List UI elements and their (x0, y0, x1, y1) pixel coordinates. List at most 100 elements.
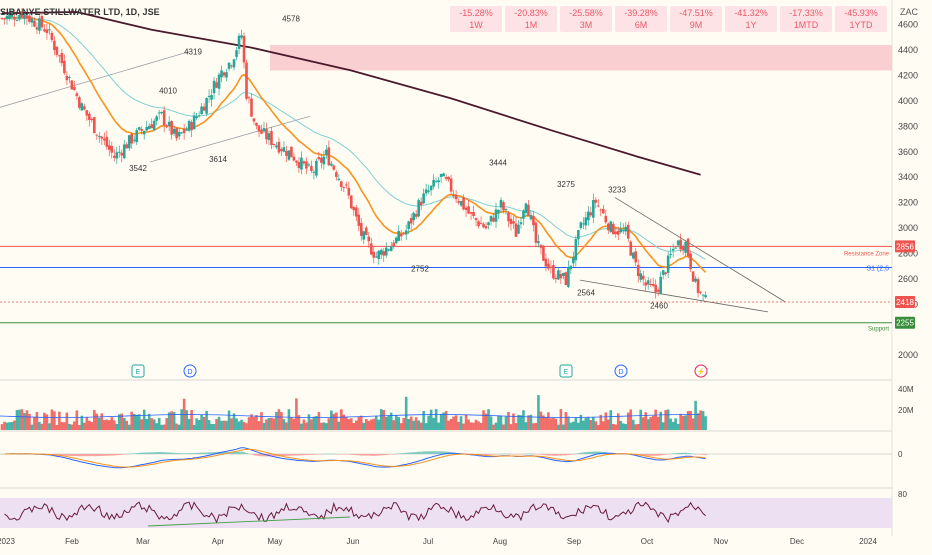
candle-body (302, 161, 306, 164)
volume-bar (654, 409, 657, 430)
candle-body (165, 126, 168, 128)
candle-body (110, 146, 114, 153)
candle-body (661, 270, 665, 275)
macd-hist-bar (120, 454, 124, 455)
volume-bar (73, 421, 76, 430)
candle-body (53, 40, 56, 51)
volume-bar (512, 413, 515, 430)
volume-bar (347, 419, 351, 430)
volume-bar (542, 415, 545, 430)
macd-hist-bar (210, 452, 213, 454)
volume-bar (177, 424, 181, 430)
volume-bar (212, 424, 216, 430)
x-tick-label: May (267, 537, 282, 546)
performance-box: -25.58% 3M (560, 6, 612, 32)
candle-body (122, 144, 126, 159)
volume-bar (227, 410, 231, 430)
candle-body (205, 98, 208, 114)
volume-bar (569, 422, 573, 430)
macd-hist-bar (335, 453, 338, 455)
macd-hist-bar (402, 453, 405, 454)
volume-bar (232, 413, 236, 430)
candle-body (280, 149, 283, 151)
candle-body (245, 62, 248, 99)
candle-body (529, 215, 533, 220)
price-label: 2564 (577, 288, 595, 297)
performance-value: -39.28% (624, 8, 658, 18)
candle-body (127, 135, 131, 149)
volume-bar (242, 421, 246, 430)
macd-hist-bar (337, 454, 341, 455)
macd-hist-bar (147, 452, 151, 454)
macd-hist-bar (649, 454, 652, 456)
macd-hist-bar (222, 451, 226, 454)
volume-bar (666, 409, 670, 430)
macd-hist-bar (669, 453, 672, 455)
candle-body (587, 211, 590, 221)
volume-bar (297, 415, 301, 430)
volume-bar (160, 424, 163, 430)
volume-bar (641, 417, 645, 430)
price-label: 3233 (608, 185, 626, 194)
candle-body (275, 145, 278, 148)
volume-bar (210, 423, 213, 430)
macd-hist-bar (572, 454, 575, 455)
macd-hist-bar (552, 454, 555, 456)
candle-body (542, 245, 545, 261)
volume-bar (377, 419, 381, 430)
macd-hist-bar (98, 454, 101, 457)
price-badge (895, 316, 915, 329)
candle-body (592, 200, 595, 218)
macd-hist-bar (557, 454, 560, 456)
volume-bar (325, 423, 328, 430)
volume-bar (277, 409, 281, 430)
macd-hist-bar (282, 454, 286, 457)
macd-hist-bar (0, 454, 4, 455)
volume-bar (80, 415, 84, 430)
rsi-line (4, 501, 706, 524)
candle-body (317, 157, 321, 160)
candle-body (634, 251, 638, 263)
macd-hist-bar (152, 452, 156, 454)
volume-bar (260, 412, 263, 430)
candle-body (651, 283, 655, 286)
macd-hist-bar (330, 453, 333, 455)
volume-bar (517, 414, 520, 430)
volume-bar (307, 414, 311, 430)
candle-body (404, 230, 408, 235)
candle-body (207, 95, 211, 97)
candle-body (659, 276, 662, 295)
volume-bar (589, 420, 593, 430)
candle-body (25, 15, 29, 19)
candle-body (23, 14, 26, 20)
candle-body (180, 132, 183, 134)
candle-body (484, 226, 488, 229)
macd-hist-bar (372, 454, 376, 456)
performance-value: -25.58% (569, 8, 603, 18)
candle-body (277, 141, 281, 153)
candle-body (384, 247, 388, 256)
x-tick-label: Sep (567, 537, 582, 546)
performance-value: -47.51% (679, 8, 713, 18)
volume-bar (439, 413, 443, 430)
volume-bar (674, 418, 677, 430)
candle-body (359, 223, 363, 236)
candle-body (132, 139, 136, 141)
volume-bar (175, 423, 178, 430)
macd-hist-bar (686, 452, 690, 454)
candle-body (497, 209, 500, 213)
ema-50-line (4, 17, 706, 260)
volume-bar (335, 412, 338, 430)
macd-hist-bar (195, 452, 198, 454)
performance-box: -41.32% 1Y (725, 6, 777, 32)
candle-body (464, 207, 468, 210)
candle-body (73, 86, 76, 90)
volume-bar (147, 413, 151, 430)
candle-body (190, 122, 193, 131)
volume-bar (137, 414, 141, 430)
macd-hist-bar (654, 454, 657, 456)
volume-bar (327, 418, 331, 430)
y-tick-label: 3600 (898, 147, 918, 157)
